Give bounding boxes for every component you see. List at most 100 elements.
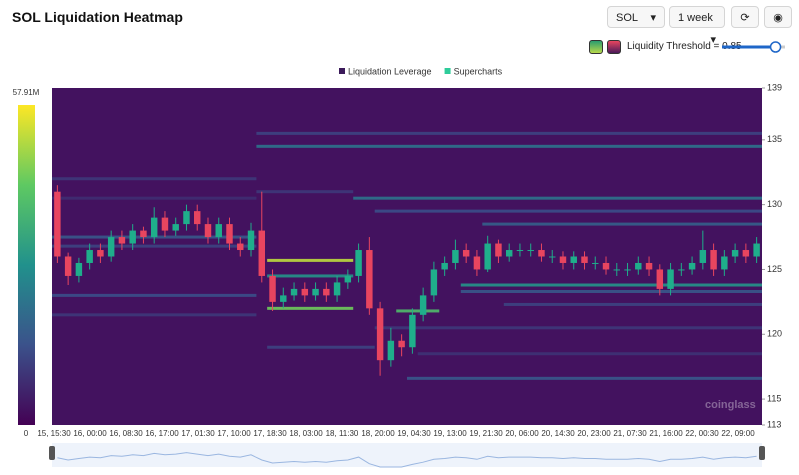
color-swatch-red[interactable] xyxy=(607,40,621,54)
navigator-handle[interactable] xyxy=(759,446,765,460)
candle-body xyxy=(549,256,556,258)
candle-body xyxy=(753,243,760,257)
liquidity-level xyxy=(52,177,257,181)
liquidity-level xyxy=(256,131,762,135)
legend-label: Liquidation Leverage xyxy=(348,66,432,76)
liquidity-level xyxy=(267,306,354,310)
candle-body xyxy=(721,256,728,270)
liquidity-level xyxy=(256,144,762,148)
candle-body xyxy=(538,250,545,257)
candle-body xyxy=(312,288,319,296)
liquidity-level xyxy=(267,258,354,262)
x-tick-label: 19, 04:30 xyxy=(397,429,431,438)
liquidity-level xyxy=(460,283,762,287)
refresh-button[interactable]: ⟳ xyxy=(731,6,759,28)
liquidity-level xyxy=(417,352,762,356)
candle-body xyxy=(172,224,179,231)
candle-body xyxy=(323,288,330,296)
y-tick-label: 135 xyxy=(767,134,782,144)
candle-body xyxy=(280,295,287,302)
liquidity-level xyxy=(267,345,375,349)
x-tick-label: 19, 13:00 xyxy=(433,429,467,438)
colorbar-label: 57.91M xyxy=(13,88,40,97)
candle-body xyxy=(559,256,567,263)
candle-body xyxy=(505,250,513,257)
x-tick-label: 15, 15:30 xyxy=(37,429,71,438)
liquidity-level xyxy=(353,196,762,200)
x-tick-label: 20, 14:30 xyxy=(541,429,575,438)
colorbar xyxy=(18,105,35,425)
symbol-value: SOL xyxy=(616,12,639,24)
x-tick-label: 17, 10:00 xyxy=(217,429,251,438)
candle-body xyxy=(645,262,653,270)
liquidity-level xyxy=(503,302,762,306)
liquidity-level xyxy=(52,235,257,239)
x-tick-label: 17, 01:30 xyxy=(181,429,215,438)
liquidity-level xyxy=(52,313,257,317)
candle-body xyxy=(484,243,491,270)
candle-body xyxy=(140,230,147,238)
x-tick-label: 16, 08:30 xyxy=(109,429,143,438)
candle-body xyxy=(516,250,524,252)
candle-body xyxy=(473,256,481,270)
candle-body xyxy=(75,262,83,276)
candle-body xyxy=(430,269,438,296)
candle-body xyxy=(656,269,664,289)
candle-body xyxy=(355,250,362,276)
candle-body xyxy=(602,262,610,270)
candle-body xyxy=(376,308,384,361)
candle-body xyxy=(366,250,373,309)
x-tick-label: 16, 00:00 xyxy=(73,429,107,438)
y-tick-label: 130 xyxy=(767,199,782,209)
candle-body xyxy=(398,340,405,348)
x-tick-label: 18, 11:30 xyxy=(326,429,359,438)
candle-body xyxy=(194,211,201,225)
candle-body xyxy=(107,237,115,257)
range-select[interactable]: 1 week ▾ xyxy=(669,6,725,46)
candle-body xyxy=(215,224,222,238)
candle-body xyxy=(301,288,309,296)
liquidity-level xyxy=(407,376,762,380)
liquidity-level xyxy=(52,196,257,200)
x-tick-label: 22, 00:30 xyxy=(685,429,719,438)
y-tick-label: 125 xyxy=(767,264,782,274)
liquidity-level xyxy=(482,222,762,226)
candle-body xyxy=(742,250,750,257)
x-tick-label: 21, 16:00 xyxy=(649,429,683,438)
candle-body xyxy=(129,230,136,244)
candle-body xyxy=(333,282,341,296)
candle-body xyxy=(64,256,72,276)
slider-knob[interactable] xyxy=(769,41,782,53)
y-tick-label: 115 xyxy=(767,393,781,403)
liquidity-level xyxy=(52,244,257,248)
x-tick-label: 20, 06:00 xyxy=(505,429,539,438)
candle-body xyxy=(204,224,212,238)
y-tick-label: 139 xyxy=(767,82,782,92)
candle-body xyxy=(226,224,233,244)
y-tick-label: 120 xyxy=(767,329,782,339)
candle-body xyxy=(635,262,642,270)
page-title: SOL Liquidation Heatmap xyxy=(12,9,183,25)
candle-body xyxy=(344,275,352,283)
watermark: coinglass xyxy=(705,399,756,411)
symbol-select[interactable]: SOL ▾ xyxy=(607,6,665,28)
candle-body xyxy=(258,230,265,276)
x-tick-label: 18, 20:00 xyxy=(361,429,395,438)
threshold-label: Liquidity Threshold = 0.85 xyxy=(627,41,742,52)
candle-body xyxy=(495,243,502,257)
legend-swatch xyxy=(339,68,345,74)
navigator-handle[interactable] xyxy=(49,446,55,460)
liquidity-level xyxy=(396,309,440,313)
color-swatch-green[interactable] xyxy=(589,40,603,54)
candle-body xyxy=(710,250,717,270)
colorbar-label: 0 xyxy=(24,429,29,438)
candle-body xyxy=(624,269,631,271)
liquidity-level xyxy=(52,293,257,297)
candle-body xyxy=(387,340,395,361)
liquidity-level xyxy=(460,289,762,293)
plot-background xyxy=(52,88,762,425)
candle-body xyxy=(54,191,61,257)
screenshot-button[interactable]: ◉ xyxy=(764,6,792,28)
